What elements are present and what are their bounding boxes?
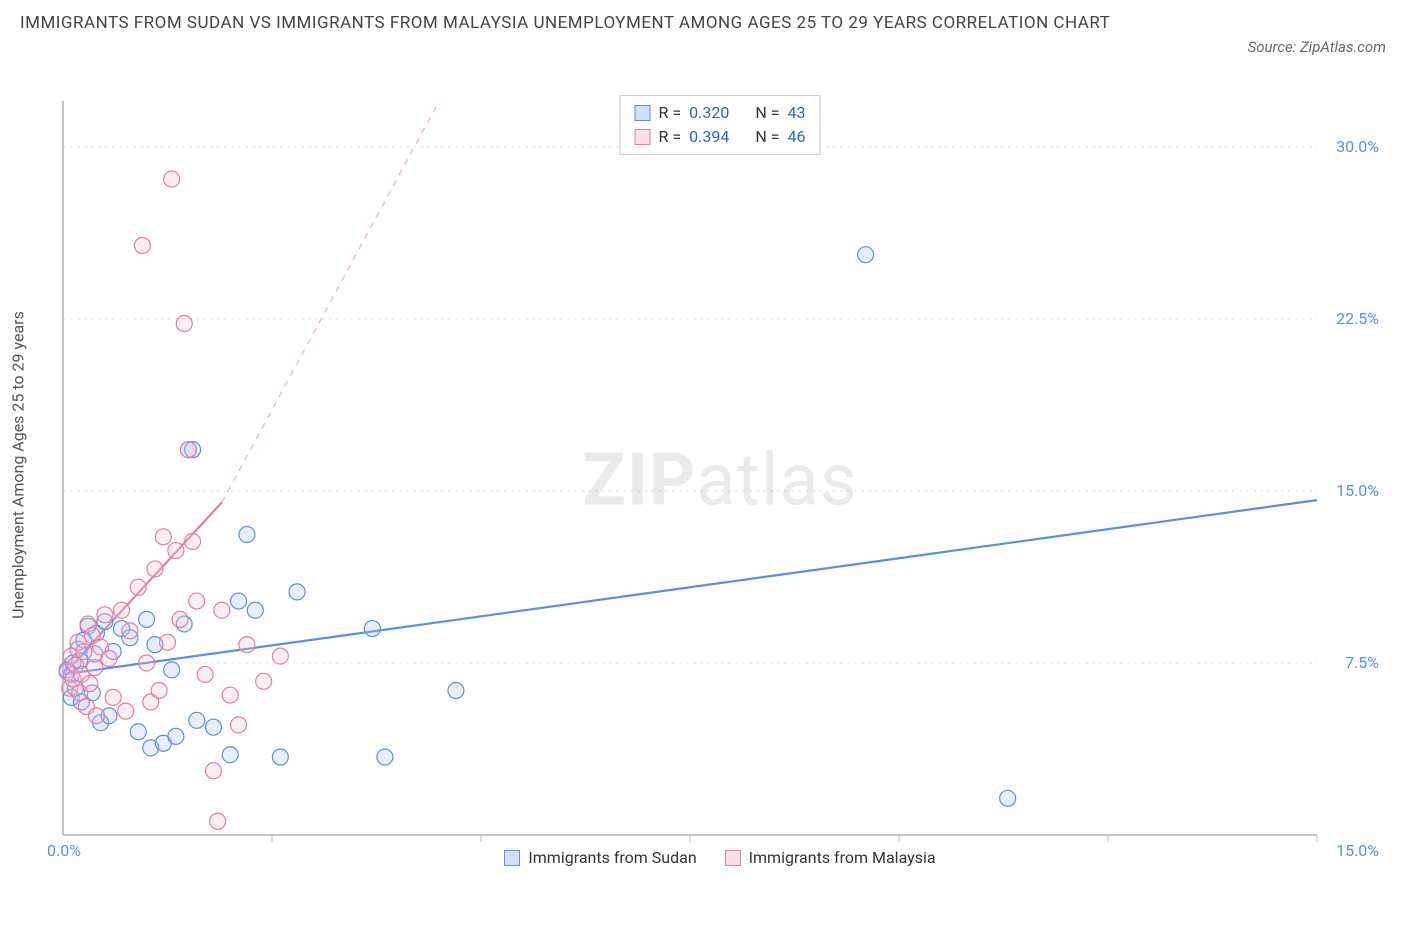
chart-title: IMMIGRANTS FROM SUDAN VS IMMIGRANTS FROM… <box>20 10 1110 37</box>
stats-row: R = 0.394 N = 46 <box>635 125 806 149</box>
legend-label: Immigrants from Sudan <box>528 848 696 867</box>
stat-n-value: 46 <box>787 125 805 149</box>
series-swatch <box>635 105 651 121</box>
stat-n-value: 43 <box>787 101 805 125</box>
legend-swatch <box>725 850 741 866</box>
stats-row: R = 0.320 N = 43 <box>635 101 806 125</box>
stat-r-value: 0.320 <box>689 101 729 125</box>
series-swatch <box>635 129 651 145</box>
bottom-legend: Immigrants from Sudan Immigrants from Mal… <box>55 848 1385 867</box>
stat-n-label: N = <box>755 125 779 149</box>
legend-swatch <box>504 850 520 866</box>
stat-r-value: 0.394 <box>689 125 729 149</box>
stats-legend-box: R = 0.320 N = 43 R = 0.394 N = 46 <box>620 95 821 155</box>
y-tick-label: 7.5% <box>1345 653 1379 672</box>
legend-label: Immigrants from Malaysia <box>749 848 936 867</box>
y-tick-label: 15.0% <box>1336 481 1379 500</box>
legend-item: Immigrants from Sudan <box>504 848 696 867</box>
y-tick-label: 22.5% <box>1336 309 1379 328</box>
y-tick-label: 30.0% <box>1336 137 1379 156</box>
stat-r-label: R = <box>659 125 682 149</box>
legend-item: Immigrants from Malaysia <box>725 848 936 867</box>
source-attribution: Source: ZipAtlas.com <box>1248 38 1386 56</box>
chart-area: ZIPatlas R =0.320N =43R =0.394N =46 7.5%… <box>55 95 1385 865</box>
y-axis-label: Unemployment Among Ages 25 to 29 years <box>9 311 28 619</box>
scatter-plot <box>55 95 1385 865</box>
stat-n-label: N = <box>755 101 779 125</box>
stat-r-label: R = <box>659 101 682 125</box>
